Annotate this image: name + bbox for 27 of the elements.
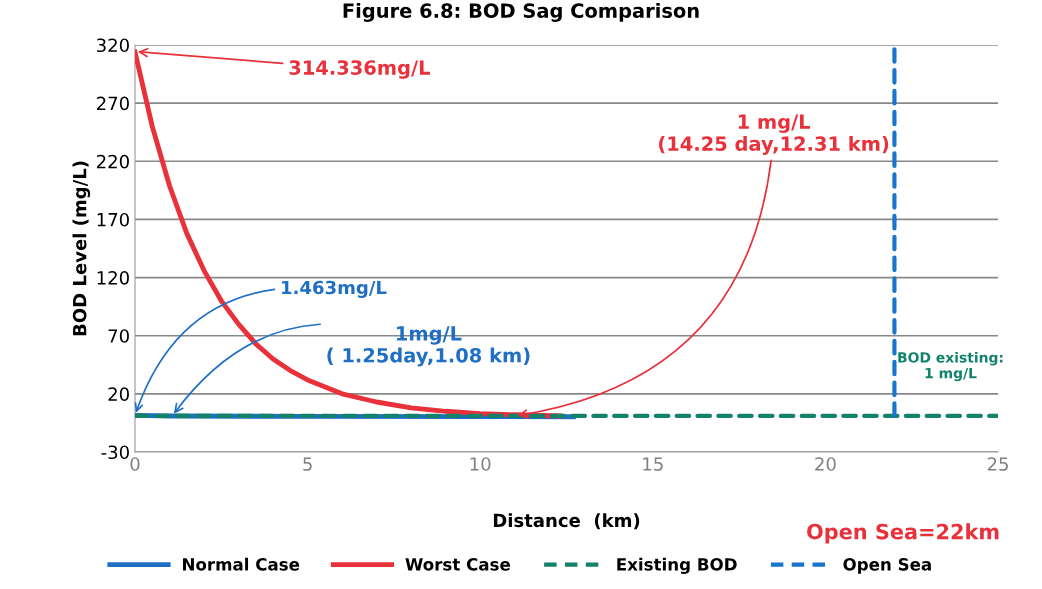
legend-label: Existing BOD bbox=[617, 557, 737, 574]
annotation: 1 mg/L (14.25 day,12.31 km) bbox=[659, 114, 889, 155]
y-tick-label: 120 bbox=[97, 271, 129, 285]
chart-title: Figure 6.8: BOD Sag Comparison bbox=[343, 2, 699, 22]
x-tick-label: 0 bbox=[130, 457, 140, 471]
x-tick-label: 10 bbox=[470, 457, 491, 471]
legend-label: Open Sea bbox=[843, 558, 931, 574]
y-tick-label: 220 bbox=[97, 154, 129, 169]
y-tick-label: -30 bbox=[101, 445, 129, 460]
x-tick-label: 20 bbox=[815, 457, 836, 471]
x-tick-label: 5 bbox=[303, 457, 312, 471]
text: Open Sea=22km bbox=[807, 523, 999, 544]
annotation: BOD existing: 1 mg/L bbox=[898, 351, 1003, 382]
y-axis-title: BOD Level (mg/L) bbox=[72, 161, 91, 336]
legend-label: Worst Case bbox=[405, 558, 510, 571]
legend-label: Normal Case bbox=[183, 557, 300, 571]
x-tick-label: 25 bbox=[987, 457, 1008, 471]
x-axis-title: Distance (km) bbox=[493, 513, 640, 530]
annotation: 1mg/L ( 1.25day,1.08 km) bbox=[327, 326, 530, 367]
annotation: 1.463mg/L bbox=[282, 280, 387, 298]
annotation: 314.336mg/L bbox=[289, 60, 430, 79]
y-tick-label: 320 bbox=[97, 38, 129, 53]
y-tick-label: 170 bbox=[97, 212, 129, 227]
x-tick-label: 15 bbox=[643, 457, 663, 471]
y-tick-label: 270 bbox=[97, 96, 129, 111]
y-tick-label: 20 bbox=[108, 387, 129, 401]
y-tick-label: 70 bbox=[108, 329, 129, 343]
